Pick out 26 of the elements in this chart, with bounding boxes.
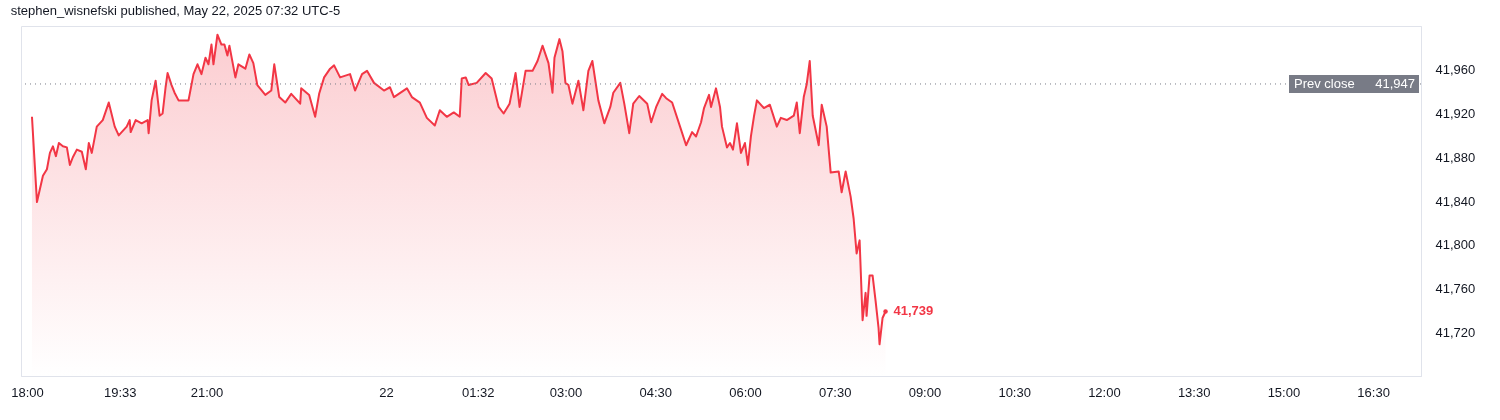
x-tick-label: 13:30 <box>1177 384 1211 400</box>
y-tick-label: 41,960 <box>1435 62 1476 78</box>
y-tick-label: 41,720 <box>1435 324 1476 340</box>
annotation: 41,739 <box>893 303 934 319</box>
y-tick-label: 41,800 <box>1435 237 1476 253</box>
x-tick-label: 16:30 <box>1357 384 1390 400</box>
x-tick-label: 04:30 <box>639 384 672 400</box>
x-tick-label: 19:33 <box>103 384 137 400</box>
annotation: 41,947 <box>1375 75 1415 91</box>
x-tick-label: 21:00 <box>190 384 224 400</box>
y-tick-label: 41,840 <box>1435 193 1476 209</box>
x-tick-label: 18:00 <box>11 384 44 400</box>
x-tick-label: 09:00 <box>908 384 942 400</box>
x-tick-label: 06:00 <box>729 384 762 400</box>
x-tick-label: 10:30 <box>998 384 1031 400</box>
x-tick-label: 07:30 <box>818 384 852 400</box>
x-tick-label: 01:32 <box>461 384 495 400</box>
x-tick-label: 03:00 <box>549 384 583 400</box>
x-tick-label: 15:00 <box>1267 384 1301 400</box>
x-tick-label: 22 <box>379 384 394 400</box>
y-tick-label: 41,760 <box>1435 281 1476 296</box>
x-tick-label: 12:00 <box>1088 384 1121 400</box>
ref-line-label: Prev close <box>1294 75 1355 91</box>
chart-title: stephen_wisnefski published, May 22, 2025 07:32 UTC-5 <box>10 3 341 18</box>
y-tick-label: 41,920 <box>1435 106 1476 121</box>
y-tick-label: 41,880 <box>1435 149 1476 165</box>
